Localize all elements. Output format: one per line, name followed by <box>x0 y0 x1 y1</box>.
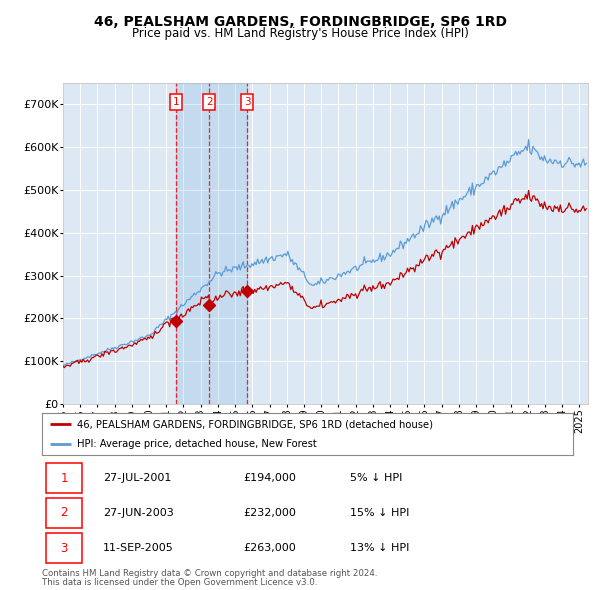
FancyBboxPatch shape <box>46 533 82 563</box>
Text: 46, PEALSHAM GARDENS, FORDINGBRIDGE, SP6 1RD (detached house): 46, PEALSHAM GARDENS, FORDINGBRIDGE, SP6… <box>77 419 433 429</box>
Text: £263,000: £263,000 <box>244 543 296 553</box>
Text: 13% ↓ HPI: 13% ↓ HPI <box>350 543 409 553</box>
Text: 3: 3 <box>61 542 68 555</box>
Text: 3: 3 <box>244 97 250 107</box>
FancyBboxPatch shape <box>46 463 82 493</box>
Text: 46, PEALSHAM GARDENS, FORDINGBRIDGE, SP6 1RD: 46, PEALSHAM GARDENS, FORDINGBRIDGE, SP6… <box>94 15 506 30</box>
Text: 27-JUL-2001: 27-JUL-2001 <box>103 473 172 483</box>
Text: 2: 2 <box>61 506 68 519</box>
Text: 2: 2 <box>206 97 212 107</box>
Text: 1: 1 <box>173 97 179 107</box>
Text: £232,000: £232,000 <box>244 508 296 517</box>
Text: This data is licensed under the Open Government Licence v3.0.: This data is licensed under the Open Gov… <box>42 578 317 587</box>
Text: 15% ↓ HPI: 15% ↓ HPI <box>350 508 409 517</box>
Text: 27-JUN-2003: 27-JUN-2003 <box>103 508 174 517</box>
Text: HPI: Average price, detached house, New Forest: HPI: Average price, detached house, New … <box>77 440 316 450</box>
Text: 1: 1 <box>61 472 68 485</box>
Text: £194,000: £194,000 <box>244 473 296 483</box>
Text: Price paid vs. HM Land Registry's House Price Index (HPI): Price paid vs. HM Land Registry's House … <box>131 27 469 40</box>
Text: Contains HM Land Registry data © Crown copyright and database right 2024.: Contains HM Land Registry data © Crown c… <box>42 569 377 578</box>
Text: 5% ↓ HPI: 5% ↓ HPI <box>350 473 403 483</box>
Text: 11-SEP-2005: 11-SEP-2005 <box>103 543 174 553</box>
Bar <box>176 83 247 404</box>
FancyBboxPatch shape <box>46 498 82 527</box>
